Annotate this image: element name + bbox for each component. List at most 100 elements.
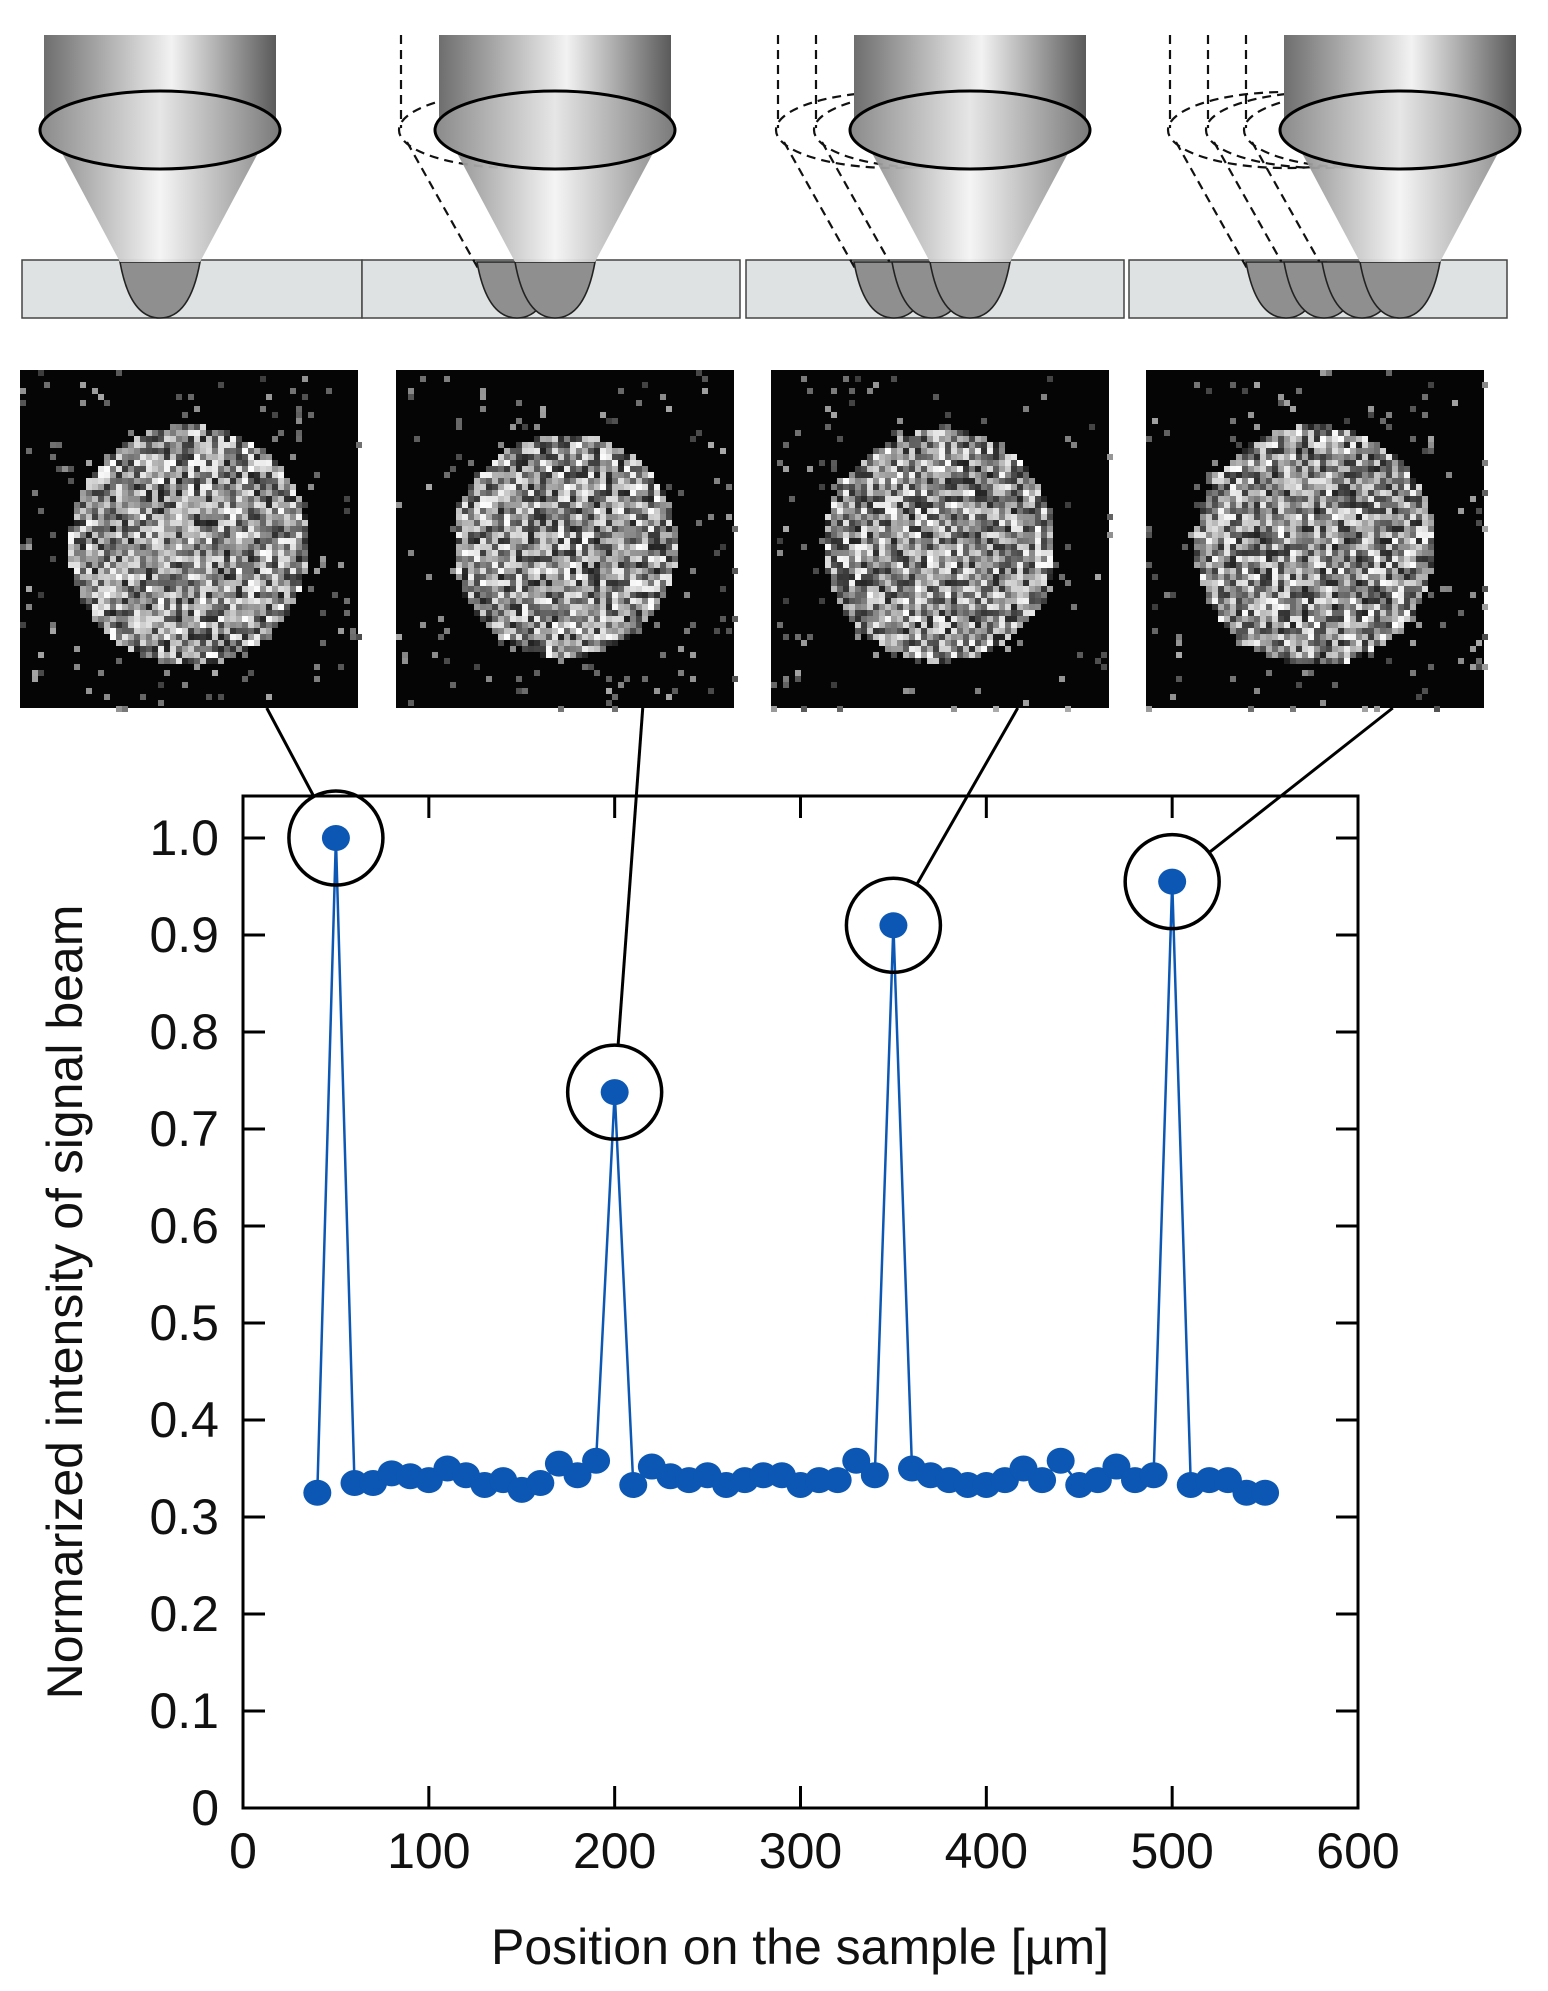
speckle-cell xyxy=(606,634,612,640)
speckle-cell xyxy=(975,484,981,490)
speckle-cell xyxy=(242,538,248,544)
speckle-cell xyxy=(630,514,636,520)
speckle-cell xyxy=(26,538,32,544)
speckle-cell xyxy=(933,562,939,568)
speckle-cell xyxy=(1248,460,1254,466)
speckle-cell xyxy=(1386,592,1392,598)
speckle-cell xyxy=(474,562,480,568)
speckle-cell xyxy=(1272,454,1278,460)
speckle-cell xyxy=(206,598,212,604)
speckle-cell xyxy=(1278,472,1284,478)
speckle-cell xyxy=(915,586,921,592)
speckle-cell xyxy=(146,622,152,628)
speckle-cell xyxy=(104,622,110,628)
speckle-cell xyxy=(74,526,80,532)
speckle-cell xyxy=(212,466,218,472)
speckle-cell xyxy=(116,616,122,622)
speckle-cell xyxy=(1374,496,1380,502)
speckle-cell xyxy=(1374,454,1380,460)
speckle-cell xyxy=(98,580,104,586)
speckle-cell xyxy=(933,508,939,514)
speckle-cell xyxy=(248,586,254,592)
speckle-cell xyxy=(516,628,522,634)
speckle-cell xyxy=(170,490,176,496)
speckle-cell xyxy=(1206,508,1212,514)
speckle-cell xyxy=(290,490,296,496)
speckle-cell xyxy=(260,550,266,556)
speckle-cell xyxy=(1344,484,1350,490)
speckle-cell xyxy=(660,550,666,556)
speckle-cell xyxy=(867,550,873,556)
speckle-cell xyxy=(1290,550,1296,556)
speckle-cell xyxy=(660,526,666,532)
speckle-cell xyxy=(498,514,504,520)
speckle-cell xyxy=(1398,526,1404,532)
speckle-cell xyxy=(1380,550,1386,556)
speckle-cell xyxy=(891,634,897,640)
speckle-cell xyxy=(176,502,182,508)
speckle-cell xyxy=(921,520,927,526)
speckle-cell xyxy=(855,514,861,520)
speckle-cell xyxy=(1386,412,1392,418)
speckle-cell xyxy=(582,454,588,460)
speckle-cell xyxy=(1422,568,1428,574)
speckle-cell xyxy=(92,562,98,568)
speckle-cell xyxy=(558,550,564,556)
speckle-cell xyxy=(552,562,558,568)
speckle-cell xyxy=(999,484,1005,490)
speckle-cell xyxy=(546,526,552,532)
speckle-cell xyxy=(855,628,861,634)
speckle-cell xyxy=(927,496,933,502)
speckle-cell xyxy=(158,580,164,586)
speckle-cell xyxy=(1302,424,1308,430)
speckle-cell xyxy=(1362,556,1368,562)
speckle-cell xyxy=(606,514,612,520)
speckle-cell xyxy=(933,430,939,436)
speckle-cell xyxy=(1005,496,1011,502)
speckle-cell xyxy=(969,496,975,502)
speckle-cell xyxy=(1326,544,1332,550)
speckle-cell xyxy=(314,472,320,478)
speckle-cell xyxy=(1290,436,1296,442)
speckle-cell xyxy=(128,538,134,544)
speckle-cell xyxy=(546,532,552,538)
speckle-cell xyxy=(885,484,891,490)
speckle-cell xyxy=(206,502,212,508)
speckle-cell xyxy=(612,478,618,484)
speckle-cell xyxy=(618,604,624,610)
speckle-cell xyxy=(570,496,576,502)
speckle-cell xyxy=(98,526,104,532)
speckle-cell xyxy=(528,472,534,478)
speckle-cell xyxy=(909,436,915,442)
speckle-cell xyxy=(510,574,516,580)
speckle-cell xyxy=(891,616,897,622)
speckle-cell xyxy=(612,502,618,508)
speckle-cell xyxy=(630,586,636,592)
speckle-cell xyxy=(152,562,158,568)
speckle-cell xyxy=(1290,502,1296,508)
speckle-cell xyxy=(1398,568,1404,574)
speckle-cell xyxy=(1416,556,1422,562)
speckle-cell xyxy=(284,532,290,538)
speckle-cell xyxy=(474,586,480,592)
speckle-cell xyxy=(1023,406,1029,412)
speckle-cell xyxy=(122,484,128,490)
speckle-cell xyxy=(903,562,909,568)
speckle-cell xyxy=(164,634,170,640)
speckle-cell xyxy=(1356,526,1362,532)
speckle-cell xyxy=(660,556,666,562)
speckle-cell xyxy=(849,472,855,478)
speckle-cell xyxy=(1260,514,1266,520)
speckle-cell xyxy=(74,664,80,670)
speckle-cell xyxy=(861,502,867,508)
speckle-cell xyxy=(254,502,260,508)
speckle-cell xyxy=(1398,460,1404,466)
speckle-cell xyxy=(576,538,582,544)
speckle-cell xyxy=(861,610,867,616)
speckle-cell xyxy=(945,616,951,622)
speckle-cell xyxy=(1410,490,1416,496)
speckle-cell xyxy=(921,640,927,646)
speckle-cell xyxy=(152,442,158,448)
speckle-cell xyxy=(969,646,975,652)
speckle-cell xyxy=(642,382,648,388)
